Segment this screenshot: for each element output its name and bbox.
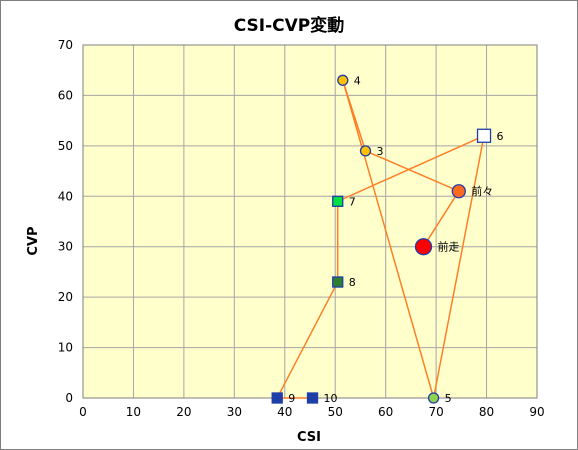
y-tick-label: 10: [58, 341, 73, 355]
point-marker: [306, 392, 319, 404]
point-marker: [451, 184, 466, 199]
y-tick-label: 40: [58, 189, 73, 203]
x-axis-ticks: 0 10 20 30 40 50 60 70 80 90: [79, 405, 544, 419]
point-marker: [476, 128, 492, 143]
y-tick-label: 70: [58, 38, 73, 52]
point-labels: 前走 前々 3 4 5 6 7 8 9 10: [288, 74, 503, 405]
point-label: 3: [376, 145, 383, 158]
data-markers: [271, 74, 492, 404]
x-tick-label: 50: [328, 405, 343, 419]
y-axis-label: CVP: [26, 226, 41, 255]
point-marker: [332, 276, 344, 288]
point-label: 4: [354, 74, 361, 87]
x-tick-label: 80: [479, 405, 494, 419]
point-label: 9: [288, 392, 295, 405]
point-marker: [414, 238, 433, 256]
x-tick-label: 90: [529, 405, 544, 419]
chart-title: CSI-CVP変動: [234, 15, 345, 36]
x-tick-label: 30: [227, 405, 242, 419]
point-label: 前々: [471, 184, 493, 198]
x-tick-label: 0: [79, 405, 87, 419]
point-marker: [337, 74, 349, 86]
y-tick-label: 60: [58, 88, 73, 102]
x-tick-label: 70: [428, 405, 443, 419]
point-label: 10: [324, 392, 338, 405]
point-marker: [271, 392, 283, 404]
y-axis-ticks: 0 10 20 30 40 50 60 70: [58, 38, 73, 405]
series-line: [275, 80, 486, 399]
point-marker: [427, 392, 440, 404]
point-label: 前走: [438, 240, 460, 254]
connecting-line: [275, 80, 486, 399]
point-marker: [332, 195, 344, 207]
x-tick-label: 40: [277, 405, 292, 419]
point-label: 5: [445, 392, 452, 405]
y-tick-label: 50: [58, 139, 73, 153]
x-tick-label: 10: [126, 405, 141, 419]
point-marker: [359, 145, 372, 157]
y-tick-label: 20: [58, 290, 73, 304]
point-label: 7: [349, 195, 356, 208]
y-tick-label: 0: [65, 391, 73, 405]
y-tick-label: 30: [58, 240, 73, 254]
x-tick-label: 60: [378, 405, 393, 419]
plot-area: [83, 45, 537, 398]
x-tick-label: 20: [176, 405, 191, 419]
point-label: 8: [349, 276, 356, 289]
x-axis-label: CSI: [297, 430, 321, 445]
point-label: 6: [497, 130, 504, 143]
